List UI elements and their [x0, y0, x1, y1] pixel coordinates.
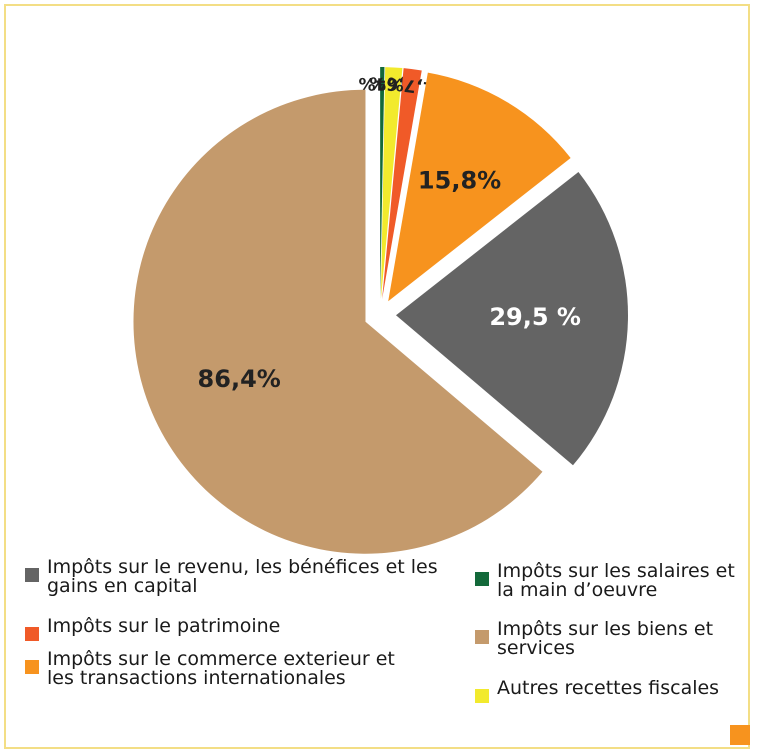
- pie-slice: [380, 67, 385, 300]
- legend-label: Autres recettes fiscales: [497, 677, 720, 699]
- legend-swatch: [475, 689, 489, 703]
- legend-swatch: [25, 627, 39, 641]
- frame: [4, 4, 750, 749]
- legend-swatch: [25, 568, 39, 582]
- legend-label: Impôts sur le revenu, les bénéfices et l…: [47, 556, 438, 597]
- data-label: 86,4%: [198, 365, 281, 393]
- legend-swatch: [475, 572, 489, 586]
- pie-slice: [133, 89, 543, 554]
- pie-slice: [388, 72, 571, 302]
- pie-slice: [382, 68, 422, 300]
- legend-label: Impôts sur les salaires et la main d’oeu…: [497, 560, 735, 601]
- decoration: [730, 725, 750, 745]
- pie-slice: [380, 67, 403, 300]
- legend-swatch: [25, 660, 39, 674]
- legend-label: Impôts sur les biens et services: [497, 618, 714, 659]
- data-label: 29,5 %: [489, 303, 581, 331]
- pie-slice: [395, 171, 628, 466]
- legend-swatch: [475, 630, 489, 644]
- data-label: 15,8%: [418, 167, 501, 195]
- legend-label: Impôts sur le commerce exterieur et les …: [47, 648, 395, 689]
- legend-label: Impôts sur le patrimoine: [47, 615, 281, 637]
